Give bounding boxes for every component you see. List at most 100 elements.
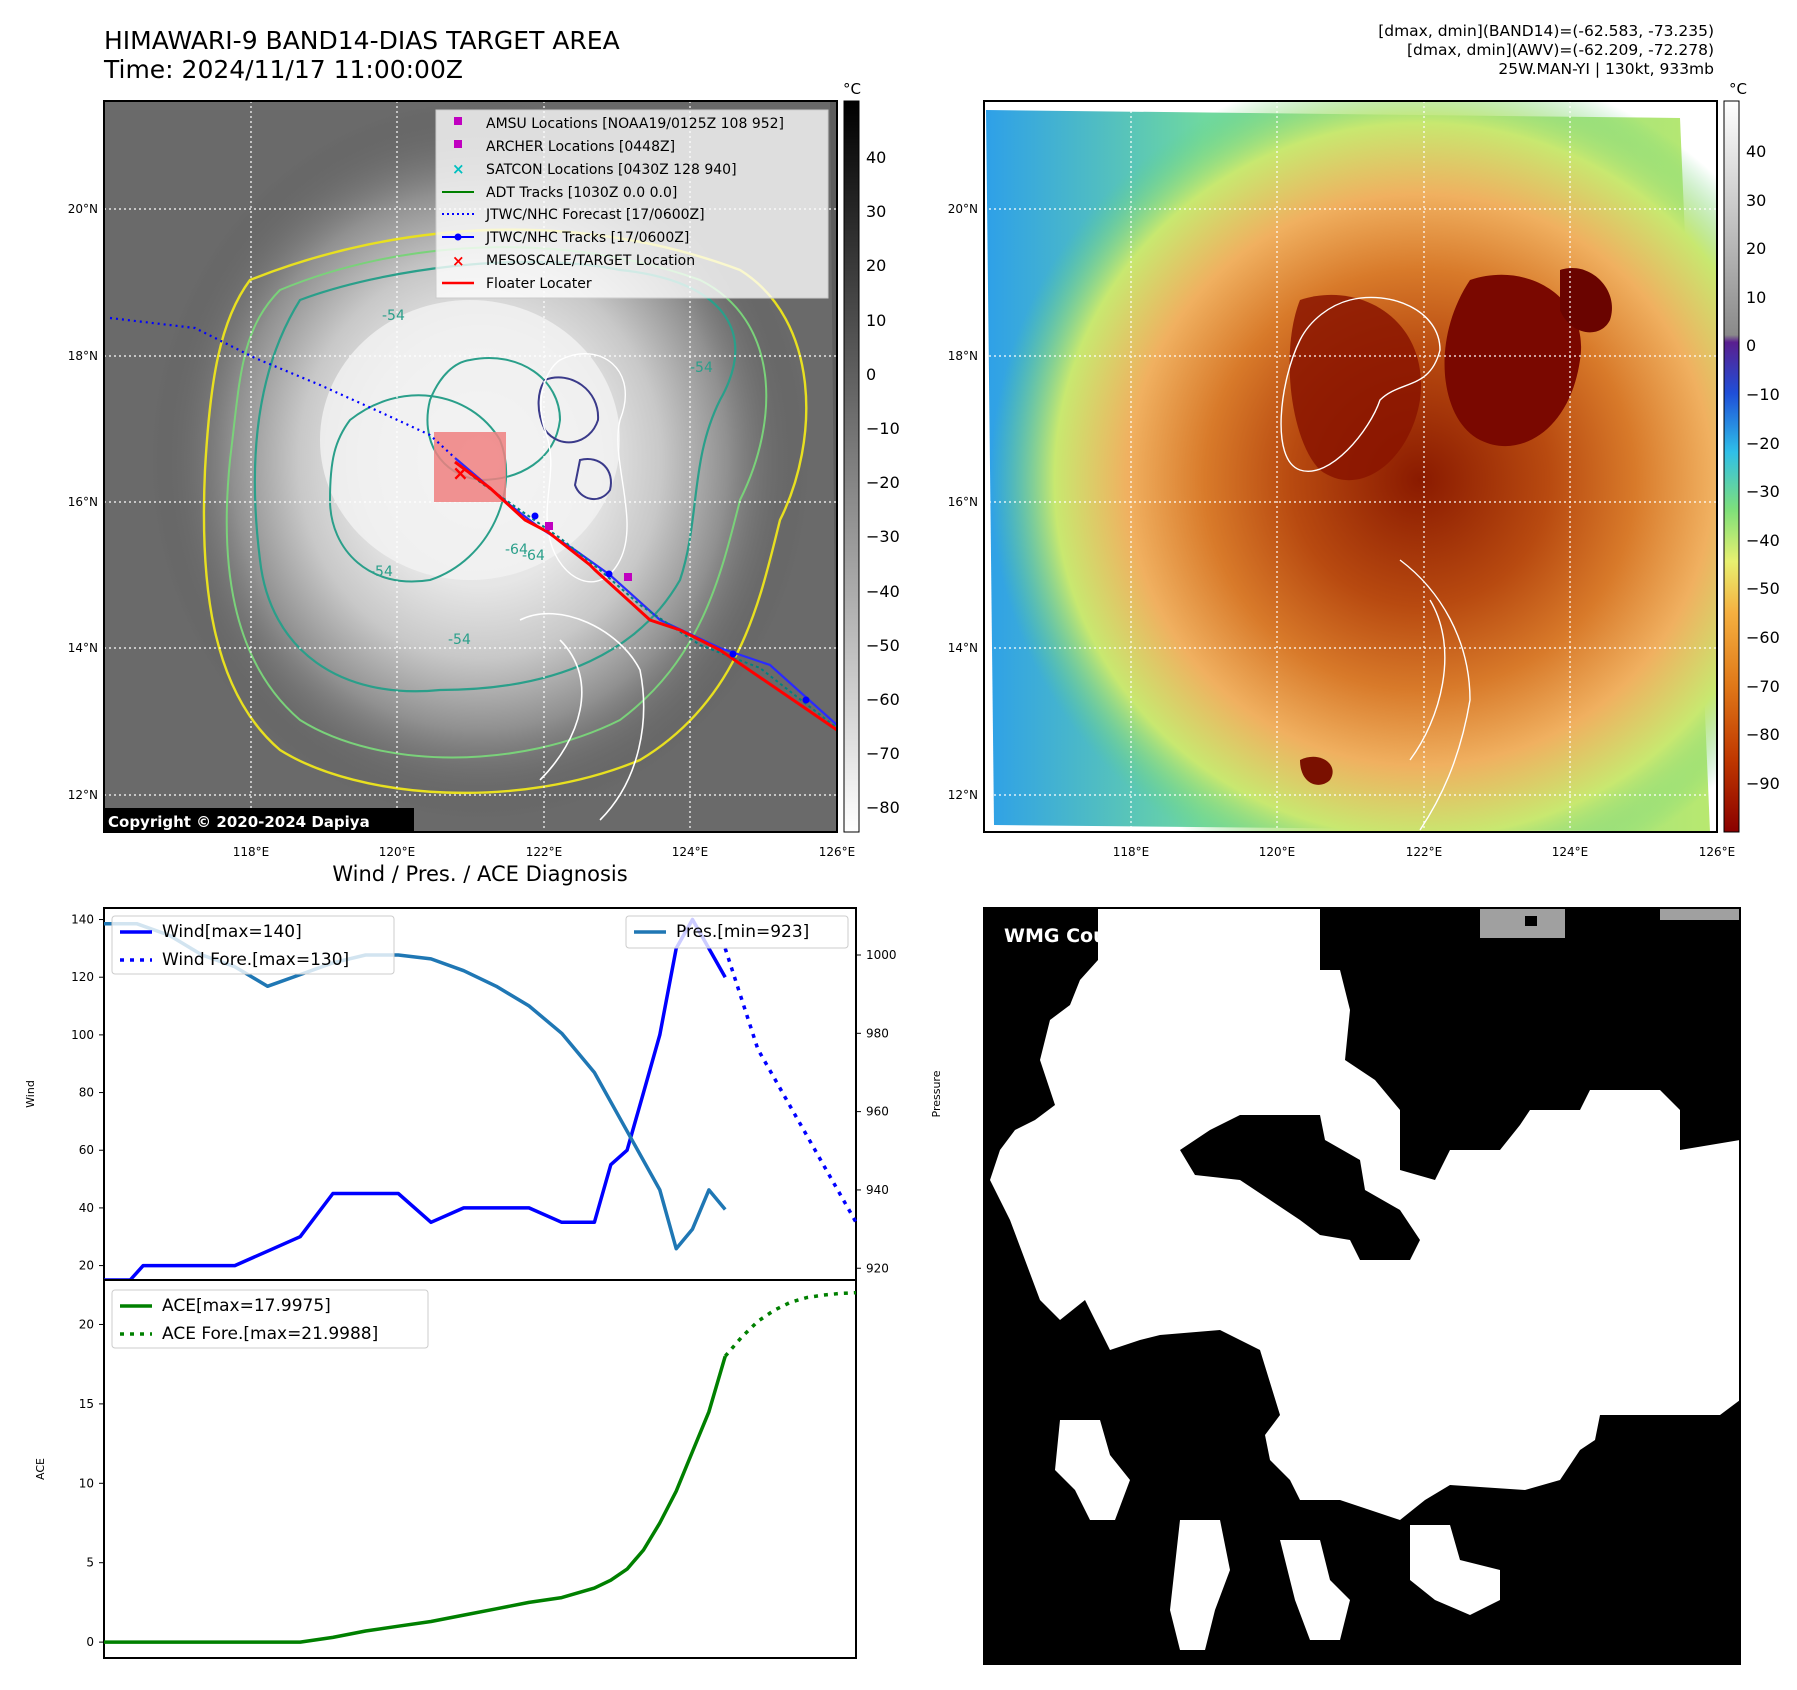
gray-colorbar bbox=[843, 100, 860, 833]
lon-tick-122-right: 122°E bbox=[1406, 845, 1443, 859]
storm-info: [dmax, dmin](BAND14)=(-62.583, -73.235) … bbox=[1378, 22, 1714, 79]
legend-amsu: AMSU Locations [NOAA19/0125Z 108 952] bbox=[486, 116, 784, 132]
contour-label-6: -64 bbox=[522, 548, 545, 564]
color-tick-m10: −10 bbox=[1746, 385, 1780, 404]
color-tick-m30: −30 bbox=[1746, 482, 1780, 501]
gray-colorbar-unit: °C bbox=[843, 80, 861, 98]
gray-tick-m60: −60 bbox=[866, 690, 900, 709]
copyright-text: Copyright © 2020-2024 Dapiya bbox=[108, 813, 370, 831]
color-tick-m90: −90 bbox=[1746, 774, 1780, 793]
lon-tick-124-left: 124°E bbox=[672, 845, 709, 859]
ace-ytick-label: 0 bbox=[86, 1635, 94, 1649]
lon-tick-126-left: 126°E bbox=[819, 845, 856, 859]
map-legend: AMSU Locations [NOAA19/0125Z 108 952] AR… bbox=[435, 109, 829, 299]
pressure-ytick-label: 980 bbox=[866, 1026, 889, 1040]
mesoscale-target-marker: × bbox=[452, 461, 469, 485]
gray-tick-30: 30 bbox=[866, 202, 886, 221]
pressure-ytick-label: 940 bbox=[866, 1183, 889, 1197]
color-ir-map bbox=[984, 101, 1717, 832]
wind-ytick-label: 80 bbox=[79, 1086, 94, 1100]
legend-satcon-marker: × bbox=[452, 160, 465, 178]
ace-chart: 0 5 10 15 20 ACE ACE[max=17.9975] ACE Fore.[max… bbox=[34, 1279, 857, 1659]
ace-legend-label: ACE[max=17.9975] bbox=[162, 1296, 331, 1316]
pressure-legend-box bbox=[625, 915, 849, 949]
ace-ytick-label: 10 bbox=[79, 1476, 94, 1490]
lon-tick-118-right: 118°E bbox=[1113, 845, 1150, 859]
pressure-axis-label: Pressure bbox=[930, 1070, 943, 1117]
lat-tick-12-left: 12°N bbox=[68, 788, 98, 802]
wind-axis-label: Wind bbox=[24, 1080, 37, 1108]
wind-pressure-chart: 20 40 60 80 100 120 140 920 940 960 980 1000 Wind Pre… bbox=[24, 907, 943, 1282]
lon-tick-120-right: 120°E bbox=[1259, 845, 1296, 859]
color-tick-40: 40 bbox=[1746, 142, 1766, 161]
ir-map-panel: × -54 -54 -64 -54 -54 -64 Copyright © 20… bbox=[68, 80, 1780, 859]
contour-label-5: -54 bbox=[448, 632, 471, 648]
wind-ytick-label: 120 bbox=[71, 970, 94, 984]
color-colorbar-ticks: 40 30 20 10 0 −10 −20 −30 −40 −50 −60 −7… bbox=[1746, 142, 1780, 793]
wind-series-line bbox=[104, 917, 727, 1282]
contour-label-2: -54 bbox=[690, 360, 713, 376]
color-tick-m40: −40 bbox=[1746, 531, 1780, 550]
gray-colorbar-ticks: 40 30 20 10 0 −10 −20 −30 −40 −50 −60 −7… bbox=[866, 148, 900, 817]
lat-tick-12-right: 12°N bbox=[948, 788, 978, 802]
lon-tick-122-left: 122°E bbox=[526, 845, 563, 859]
color-tick-20: 20 bbox=[1746, 239, 1766, 258]
legend-mesoscale-marker: × bbox=[452, 252, 465, 270]
pressure-ytick-label: 960 bbox=[866, 1105, 889, 1119]
floater-locater-track bbox=[454, 460, 837, 732]
lat-tick-16-left: 16°N bbox=[68, 495, 98, 509]
lat-tick-18-left: 18°N bbox=[68, 349, 98, 363]
contour-label-3: -64 bbox=[505, 542, 528, 558]
wind-ytick-label: 60 bbox=[79, 1143, 94, 1157]
title-line-1: HIMAWARI-9 BAND14-DIAS TARGET AREA bbox=[104, 26, 620, 55]
color-tick-10: 10 bbox=[1746, 288, 1766, 307]
color-colorbar-unit: °C bbox=[1729, 80, 1747, 98]
lon-tick-118-left: 118°E bbox=[233, 845, 270, 859]
gray-tick-20: 20 bbox=[866, 256, 886, 275]
lat-tick-14-right: 14°N bbox=[948, 641, 978, 655]
legend-forecast: JTWC/NHC Forecast [17/0600Z] bbox=[485, 207, 705, 223]
info-line-3: 25W.MAN-YI | 130kt, 933mb bbox=[1498, 60, 1714, 78]
wmg-panel: WMG Count: 0 bbox=[983, 907, 1741, 1665]
jtwc-forecast-track bbox=[109, 316, 456, 459]
color-tick-0: 0 bbox=[1746, 336, 1756, 355]
contour-label-4: -54 bbox=[370, 564, 393, 580]
ace-series-line bbox=[104, 1355, 727, 1644]
color-tick-30: 30 bbox=[1746, 191, 1766, 210]
ace-axis-label: ACE bbox=[34, 1458, 47, 1480]
gray-tick-10: 10 bbox=[866, 311, 886, 330]
diagnosis-title: Wind / Pres. / ACE Diagnosis bbox=[332, 862, 628, 886]
legend-floater: Floater Locater bbox=[486, 276, 592, 292]
lat-tick-20-right: 20°N bbox=[948, 202, 978, 216]
gray-tick-m20: −20 bbox=[866, 473, 900, 492]
lat-tick-18-right: 18°N bbox=[948, 349, 978, 363]
lon-tick-126-right: 126°E bbox=[1699, 845, 1736, 859]
wmg-count-label: WMG Count: 0 bbox=[1004, 925, 1157, 947]
legend-amsu-marker bbox=[454, 117, 462, 125]
gray-tick-m10: −10 bbox=[866, 419, 900, 438]
info-line-2: [dmax, dmin](AWV)=(-62.209, -72.278) bbox=[1407, 41, 1714, 59]
legend-satcon: SATCON Locations [0430Z 128 940] bbox=[486, 162, 737, 178]
legend-tracks: JTWC/NHC Tracks [17/0600Z] bbox=[485, 230, 689, 246]
wind-legend-box bbox=[111, 915, 395, 975]
gray-tick-0: 0 bbox=[866, 365, 876, 384]
ace-legend-box bbox=[111, 1289, 429, 1349]
gray-tick-m30: −30 bbox=[866, 527, 900, 546]
gray-tick-40: 40 bbox=[866, 148, 886, 167]
color-tick-m70: −70 bbox=[1746, 677, 1780, 696]
wind-ytick-label: 100 bbox=[71, 1028, 94, 1042]
ace-ytick-label: 20 bbox=[79, 1317, 94, 1331]
wind-forecast-legend-label: Wind Fore.[max=130] bbox=[162, 950, 349, 970]
gray-tick-m40: −40 bbox=[866, 582, 900, 601]
lon-tick-120-left: 120°E bbox=[379, 845, 416, 859]
legend-archer: ARCHER Locations [0448Z] bbox=[486, 139, 675, 155]
gray-tick-m70: −70 bbox=[866, 744, 900, 763]
wind-legend-label: Wind[max=140] bbox=[162, 922, 302, 942]
title-line-2: Time: 2024/11/17 11:00:00Z bbox=[104, 55, 463, 84]
lon-tick-124-right: 124°E bbox=[1552, 845, 1589, 859]
color-tick-m60: −60 bbox=[1746, 628, 1780, 647]
lat-tick-16-right: 16°N bbox=[948, 495, 978, 509]
ace-ytick-label: 15 bbox=[79, 1397, 94, 1411]
contour-label-1: -54 bbox=[382, 308, 405, 324]
